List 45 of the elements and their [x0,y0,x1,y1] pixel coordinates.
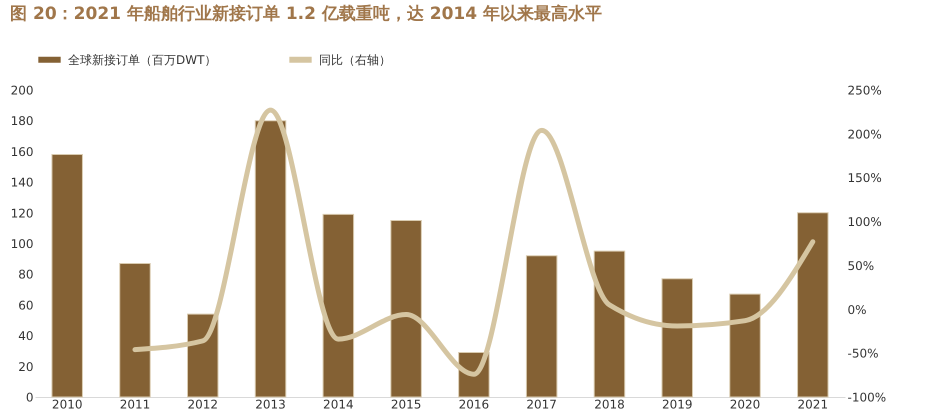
bar [797,212,829,398]
y2-tick-label: -50% [848,346,879,361]
legend-label: 全球新接订单（百万DWT） [68,52,216,67]
bar [526,255,558,398]
x-tick-label: 2015 [390,398,422,412]
bar [119,262,151,398]
y2-tick-label: 50% [848,258,874,273]
y2-tick-label: 200% [848,127,882,142]
x-tick-label: 2011 [120,398,150,412]
x-tick-label: 2018 [594,398,625,412]
y-tick-label: 180 [10,114,34,128]
y2-tick-label: 0% [848,302,867,317]
x-tick-label: 2020 [730,398,760,412]
x-tick-label: 2013 [255,398,286,412]
bar [594,250,626,398]
x-tick-label: 2010 [52,398,82,412]
bar [322,214,354,398]
bar [661,278,693,398]
bar [729,294,761,398]
y-tick-label: 160 [10,144,34,159]
y2-tick-label: -100% [848,390,886,404]
x-tick-label: 2016 [458,398,490,412]
y-tick-label: 200 [10,84,34,98]
bar [390,220,422,398]
y2-tick-label: 250% [848,84,882,98]
y2-tick-label: 100% [848,215,882,230]
y-tick-label: 120 [10,206,34,220]
bar [51,154,83,398]
bar [254,120,286,398]
chart-title: 图 20：2021 年船舶行业新接订单 1.2 亿载重吨，达 2014 年以来最高水平 [10,4,602,24]
x-tick-label: 2012 [187,398,218,412]
x-tick-label: 2021 [798,398,828,412]
y-tick-label: 140 [10,176,34,190]
x-tick-label: 2014 [323,398,354,412]
y-tick-label: 20 [18,360,34,374]
y-tick-label: 0 [26,390,34,404]
x-tick-label: 2017 [526,398,557,412]
legend-label: 同比（右轴） [319,52,391,67]
y-tick-label: 100 [10,237,34,251]
y-tick-label: 40 [18,329,34,344]
y2-tick-label: 150% [848,171,882,186]
y-tick-label: 80 [18,268,34,282]
y-tick-label: 60 [18,298,34,312]
bar [187,314,219,398]
x-tick-label: 2019 [662,398,693,412]
